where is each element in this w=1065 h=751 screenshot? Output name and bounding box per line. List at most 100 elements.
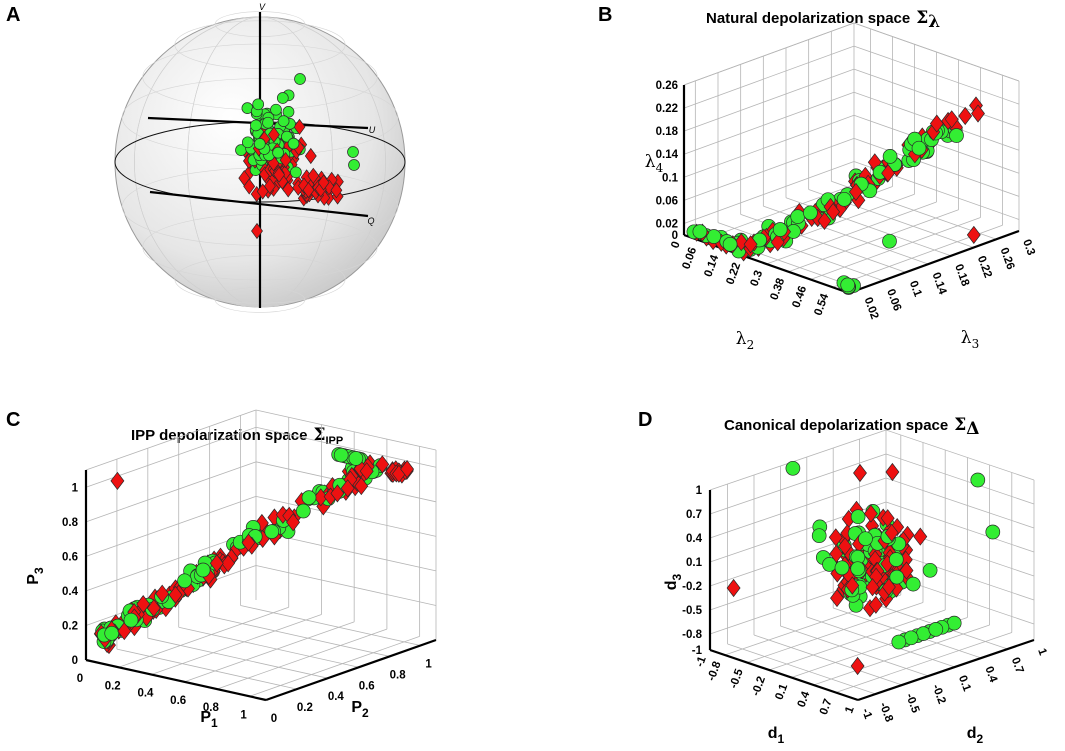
panel-b-red-point (770, 233, 785, 252)
panel-c-y-tick: 0.8 (390, 669, 407, 681)
panel-b-x-tick: 0.46 (790, 284, 809, 309)
panel-b-x-tick: 0.22 (724, 261, 743, 286)
panel-b-z-tick: 0.06 (656, 195, 678, 207)
panel-b-box-edge (683, 22, 855, 86)
panel-b-red-point (826, 202, 841, 221)
panel-b-green-point (882, 149, 898, 164)
sphere-green-point (252, 98, 265, 111)
panel-c-red-point (375, 455, 390, 474)
panel-d-red-point (885, 462, 900, 482)
panel-b-red-point (929, 114, 944, 133)
panel-d-green-point (891, 634, 907, 650)
panel-d-green-point (916, 626, 931, 641)
panel-b-red-point (848, 182, 863, 201)
panel-c-red-point (313, 488, 328, 507)
panel-d-green-point (985, 524, 1001, 540)
sphere-red-point (302, 182, 315, 199)
panel-a-poincare-sphere: V U Q (114, 2, 406, 313)
sphere-green-point (348, 159, 360, 171)
panel-c-z-tick: 0.2 (62, 620, 78, 632)
panel-b-red-point (734, 233, 749, 252)
panel-b-floor-grid (700, 178, 871, 242)
panel-c-wall-grid (85, 461, 257, 523)
panel-b-floor-grid (766, 201, 937, 265)
panel-label-a: A (6, 4, 20, 26)
panel-b-title: Natural depolarization space Σλ (706, 8, 940, 32)
panel-d-x-label: d1 (768, 725, 785, 746)
panel-c-red-point (209, 554, 224, 573)
panel-b-red-point (958, 106, 973, 126)
panel-b-z-tick: 0.14 (656, 149, 679, 161)
panel-b-y-tick: 0.26 (998, 246, 1017, 271)
panel-c-floor-grid (116, 648, 297, 690)
panel-c-green-point (333, 447, 349, 463)
panel-d-y-label: d2 (967, 725, 984, 746)
panel-d-red-point (868, 595, 883, 614)
panel-c-y-tick: 0 (271, 713, 277, 725)
panel-d-green-point (905, 576, 921, 592)
panel-d-red-point (913, 527, 928, 546)
panel-c-green-point (264, 524, 280, 539)
panel-c-y-label: P2 (351, 699, 369, 720)
panel-d-red-point (838, 537, 852, 556)
panel-c-z-tick: 1 (72, 482, 79, 494)
sphere-green-point (253, 138, 266, 150)
panel-c-floor-grid (240, 605, 421, 646)
sphere-green-point (272, 146, 284, 159)
panel-b-y-tick: 0.06 (884, 288, 903, 313)
panel-d-floor-grid (753, 634, 903, 686)
panel-b-green-point (949, 128, 964, 143)
panel-c-red-point (168, 585, 183, 604)
panel-b-wall-grid (683, 161, 855, 224)
sphere-red-point (273, 166, 286, 183)
panel-c-floor-grid (147, 637, 328, 679)
panel-b-green-point (836, 191, 852, 207)
panel-b-floor-grid (788, 209, 959, 273)
panel-d-green-point (928, 622, 944, 637)
sphere-red-point (304, 147, 317, 165)
panel-d-floor-grid (813, 624, 990, 686)
panel-c-box-edge (85, 409, 257, 471)
panel-d-x-tick: 1 (843, 704, 857, 715)
panel-b-green-point (882, 233, 897, 249)
panel-c-title: IPP depolarization space ΣIPP (131, 425, 343, 447)
panel-d-red-point (845, 576, 860, 595)
panel-b-wall-grid (683, 114, 855, 178)
panel-b-y-tick: 0.14 (930, 271, 949, 297)
panel-b-y-tick: 0.3 (1020, 238, 1037, 257)
panel-d-green-point (970, 472, 986, 488)
panel-d-floor-grid (746, 602, 924, 663)
panel-d-wall-grid (885, 501, 1035, 553)
panel-b-wall-grid (683, 138, 855, 201)
panel-d-y-tick: -0.2 (930, 683, 948, 706)
panel-d-wall-grid (709, 453, 887, 515)
panel-d-red-point (853, 463, 867, 483)
panel-b-z-label: λ4 (645, 152, 664, 175)
sphere-red-point (267, 126, 280, 143)
panel-d-floor-grid (727, 643, 876, 695)
panel-c-red-point (117, 622, 132, 641)
sphere-green-point (276, 92, 289, 104)
panel-c-z-tick: 0.8 (62, 517, 79, 529)
panel-b-y-axis (848, 229, 1020, 295)
panel-d-floor-grid (780, 625, 929, 677)
panel-c-z-tick: 0 (72, 655, 78, 667)
panel-c-floor-grid (178, 626, 359, 668)
panel-c-x-tick: 1 (240, 709, 247, 721)
panel-c-z-label: P3 (25, 567, 46, 585)
panel-d-y-tick: 1 (1035, 647, 1049, 658)
panel-c-y-tick: 0.4 (328, 691, 345, 703)
panel-c-x-tick: 0.4 (137, 688, 154, 700)
panel-b-y-tick: 0.02 (862, 296, 881, 321)
panel-b-green-point (722, 236, 738, 252)
panel-d-box-edge (885, 429, 1035, 481)
panel-d-floor-grid (769, 609, 946, 671)
panel-d-x-tick: -0.8 (706, 659, 724, 682)
panel-b-x-tick: 0.14 (702, 253, 721, 279)
panel-d-wall-grid (709, 477, 887, 539)
panel-c-wall-grid (255, 495, 437, 537)
panel-d-green-point (785, 460, 801, 476)
panel-c-floor-grid (184, 621, 355, 683)
panel-c-y-tick: 0.2 (297, 702, 313, 714)
